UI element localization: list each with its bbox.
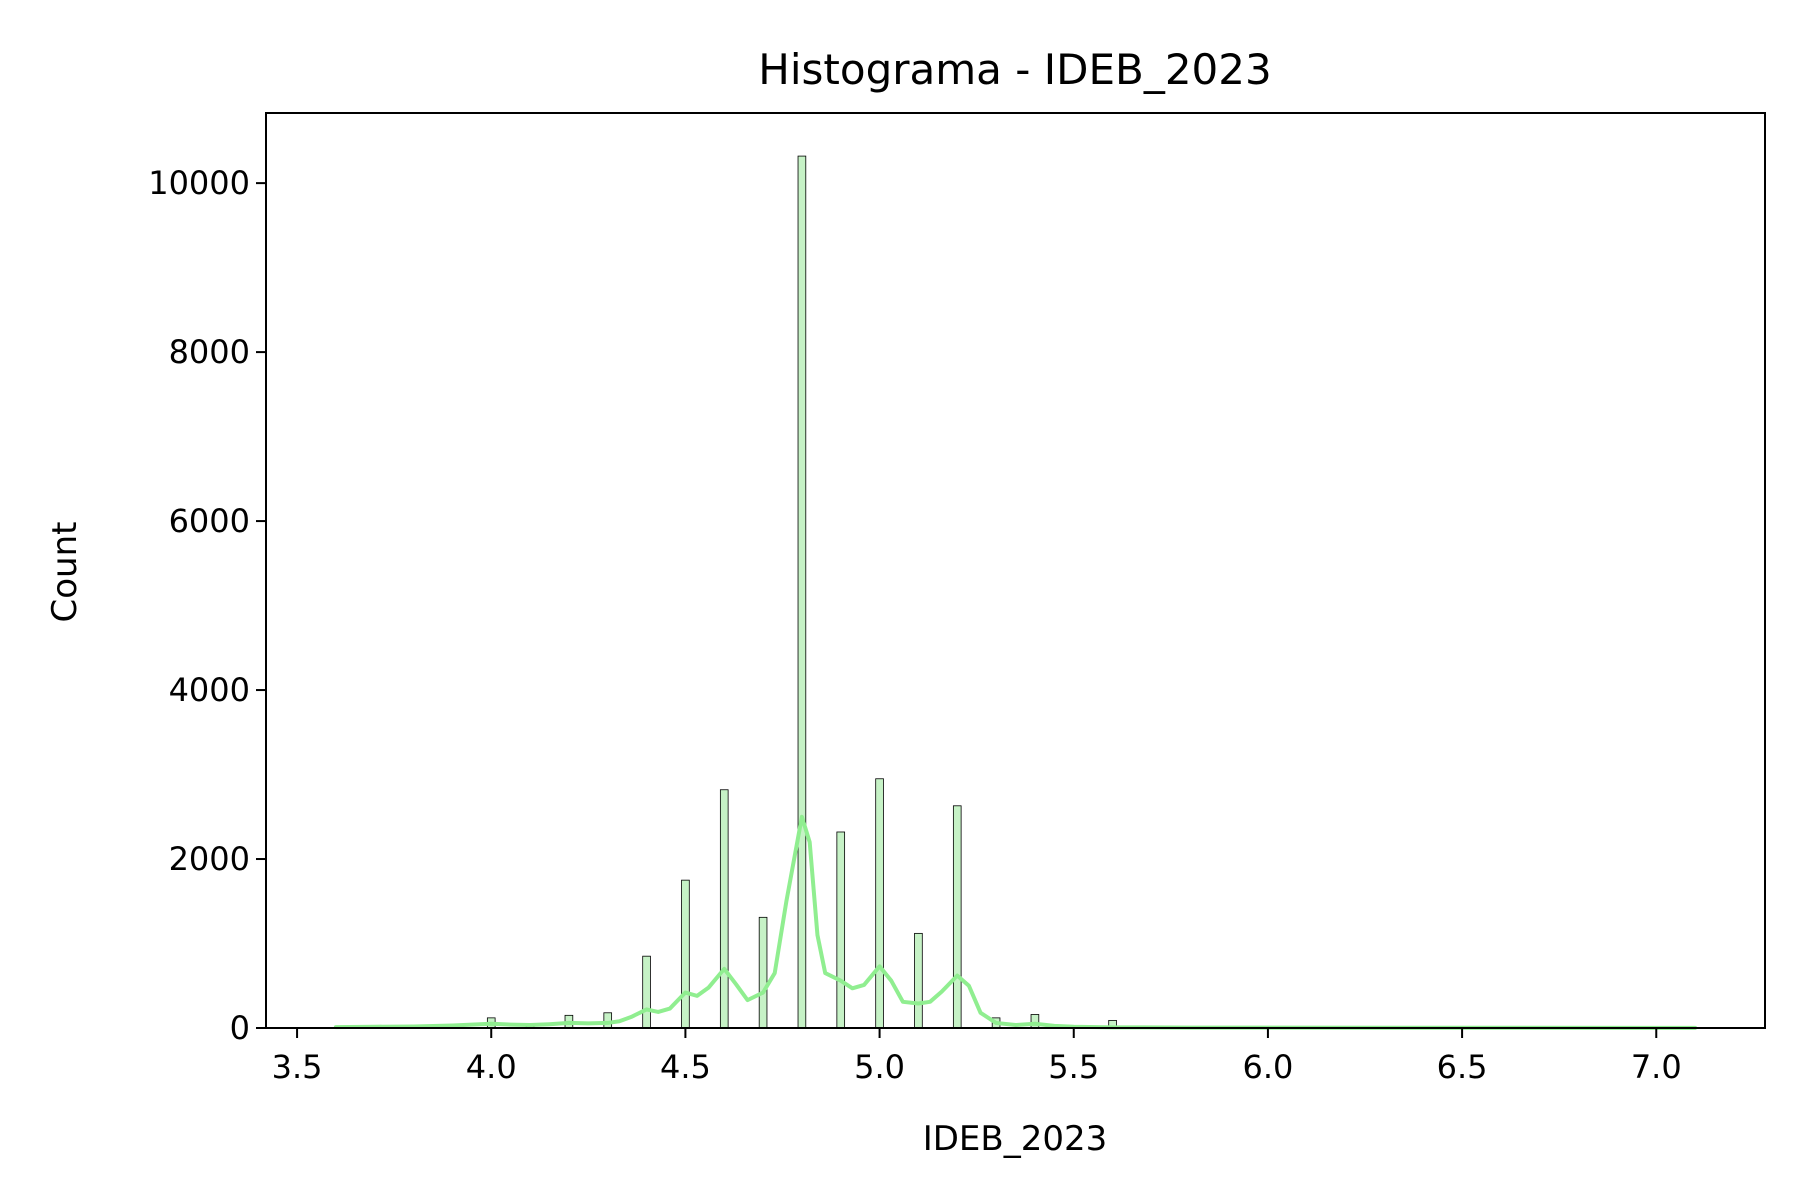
x-axis-ticks: 3.5 4.0 4.5 5.0 5.5 6.0 6.5 7.0 — [272, 1028, 1682, 1086]
histogram-bar-13 — [836, 831, 846, 1029]
kde-curve-group — [333, 814, 1698, 1030]
x-tick-label: 5.5 — [1048, 1048, 1099, 1086]
histogram-bar-7 — [603, 1012, 613, 1029]
histogram-bar-16 — [952, 805, 962, 1029]
histogram-bar-10 — [719, 789, 729, 1029]
y-axis-label: Count — [45, 522, 85, 623]
histogram-bar-8 — [642, 955, 651, 1029]
x-tick-label: 3.5 — [272, 1048, 323, 1086]
x-axis-label: IDEB_2023 — [923, 1119, 1108, 1159]
y-tick-label: 10000 — [148, 164, 250, 202]
x-tick-label: 7.0 — [1631, 1048, 1682, 1086]
chart-title: Histograma - IDEB_2023 — [758, 45, 1271, 94]
y-tick-label: 8000 — [169, 333, 250, 371]
histogram-bar-12 — [797, 155, 807, 1029]
y-tick-label: 0 — [230, 1009, 250, 1047]
plot-frame — [265, 112, 1766, 1029]
y-tick-label: 4000 — [169, 671, 250, 709]
y-tick-label: 6000 — [169, 502, 250, 540]
histogram-bars — [331, 155, 1700, 1029]
histogram-bar-15 — [914, 932, 923, 1029]
x-tick-label: 5.0 — [854, 1048, 905, 1086]
histogram-bar-11 — [758, 916, 768, 1029]
kde-line — [333, 814, 1698, 1030]
x-tick-label: 6.0 — [1242, 1048, 1293, 1086]
x-tick-label: 6.5 — [1437, 1048, 1488, 1086]
histogram-bar-9 — [681, 879, 690, 1029]
histogram-bar-14 — [875, 778, 884, 1029]
x-tick-label: 4.0 — [466, 1048, 517, 1086]
x-tick-label: 4.5 — [660, 1048, 711, 1086]
y-axis-ticks: 0 2000 4000 6000 8000 10000 — [148, 164, 266, 1047]
y-tick-label: 2000 — [169, 840, 250, 878]
